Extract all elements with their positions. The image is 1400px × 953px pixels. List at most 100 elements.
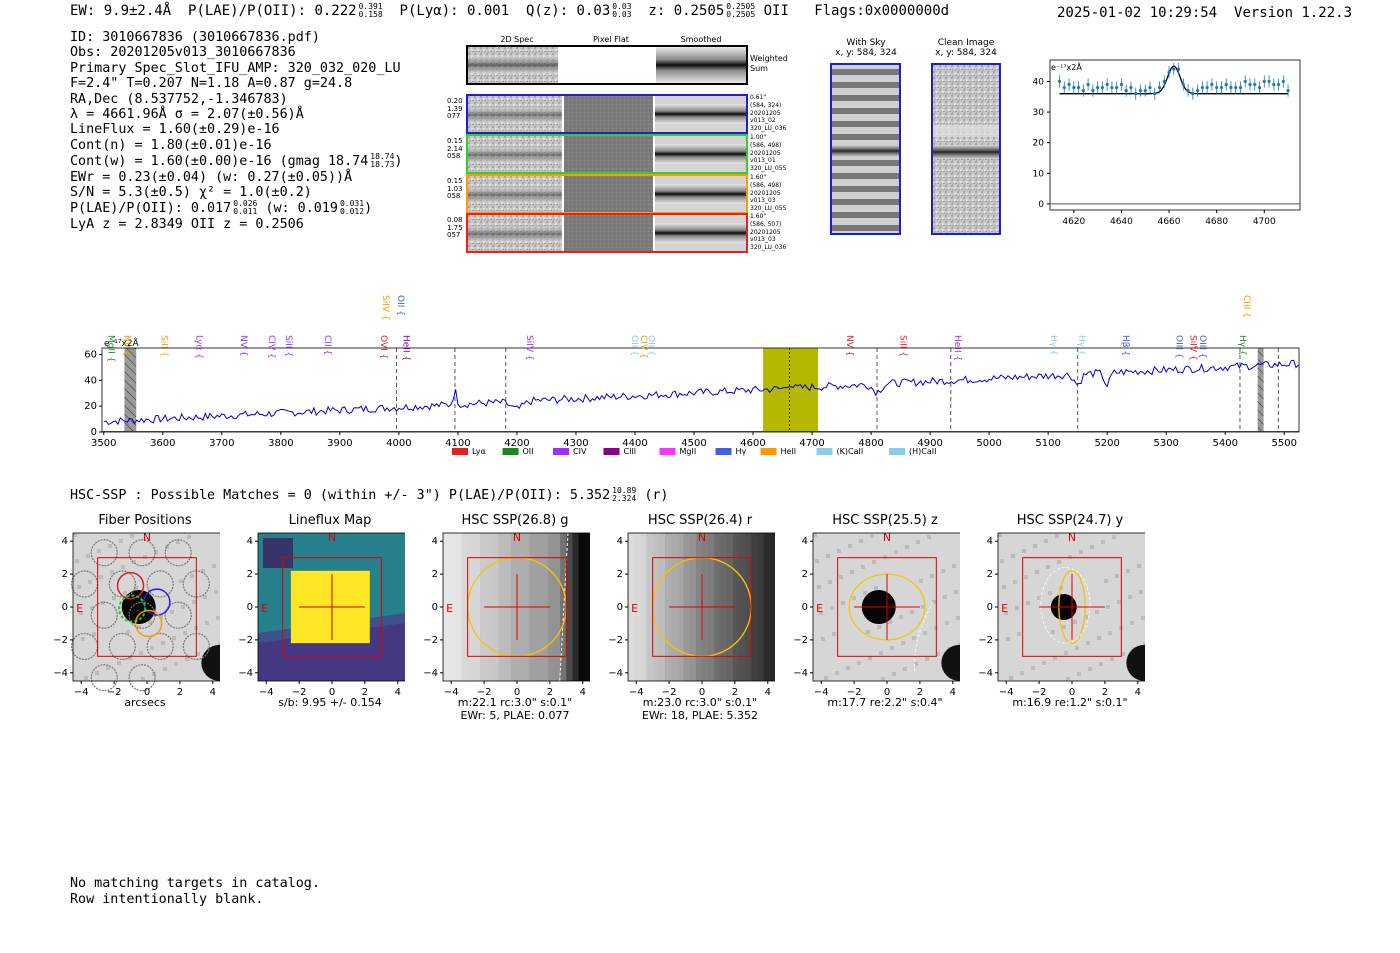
- ytick-label: 0: [62, 602, 68, 613]
- ytick-label: −4: [608, 668, 623, 679]
- xtick-label: −4: [629, 687, 644, 698]
- data-point: [1091, 89, 1095, 93]
- sky-line: [832, 121, 899, 127]
- header-plae: P(LAE)/P(OII): 0.222: [188, 3, 357, 19]
- xtick-label: 2: [732, 687, 738, 698]
- data-point: [1129, 85, 1133, 90]
- fiber: [146, 632, 174, 661]
- sky-line: [832, 95, 899, 101]
- ytick-label: −2: [53, 635, 68, 646]
- info-lya: LyA z = 2.8349 OII z = 0.2506: [70, 216, 304, 232]
- sky-line: [832, 108, 899, 114]
- emission-line-label: Hβ {: [1120, 335, 1130, 356]
- data-point: [1234, 85, 1238, 90]
- ytick-label: −4: [978, 668, 993, 679]
- xtick-label: 4: [765, 687, 771, 698]
- data-point: [1286, 89, 1290, 93]
- footer-line-1: No matching targets in catalog.: [70, 876, 320, 891]
- data-point: [1196, 89, 1200, 93]
- north-label: N: [1068, 531, 1076, 544]
- search-box: [1022, 557, 1122, 657]
- with-sky-image: [830, 63, 901, 235]
- xtick-label: 2: [177, 687, 183, 698]
- fiber: [90, 539, 118, 567]
- legend-swatch: [553, 448, 570, 455]
- stamp-col-flat: Pixel Flat: [593, 35, 629, 44]
- stamp-row-right-label: 1.60" (586, 507) 20201205 v013_03 320_LU_036: [750, 213, 787, 252]
- xtick-label: 0: [699, 687, 705, 698]
- xtick-label: −2: [1032, 687, 1047, 698]
- masked-band: [1257, 348, 1264, 432]
- data-point: [1181, 82, 1185, 87]
- ytick-label: 2: [247, 569, 253, 580]
- legend-label: CIII: [624, 447, 637, 456]
- xtick-label: 5100: [1035, 438, 1060, 449]
- fiber: [146, 570, 174, 598]
- xtick-label: 4700: [1253, 217, 1276, 227]
- ytick-label: 2: [802, 569, 808, 580]
- ytick-label: 0: [987, 602, 993, 613]
- search-box: [837, 557, 937, 657]
- info-primary: Primary Spec_Slot_IFU_AMP: 320_032_020_L…: [70, 60, 401, 76]
- unit-label: e⁻¹⁷x2Å: [1051, 61, 1082, 72]
- xtick-label: −2: [107, 687, 122, 698]
- xtick-label: −2: [847, 687, 862, 698]
- xtick-label: 3900: [327, 438, 352, 449]
- emission-line-label: OIII {: [1173, 335, 1183, 359]
- header-timestamp-version: 2025-01-02 10:29:54 Version 1.22.3: [1057, 5, 1352, 21]
- stamp-row-right-label: 0.61" (584, 324) 20201205 v013_02 320_LU_036: [750, 94, 787, 133]
- xtick-label: 4800: [858, 438, 883, 449]
- data-point: [1096, 85, 1100, 90]
- fiber-green: [118, 594, 147, 623]
- ytick-label: 0: [432, 602, 438, 613]
- data-point: [1067, 82, 1071, 87]
- cutout-footer: m:22.1 rc:3.0" s:0.1": [457, 696, 573, 709]
- xtick-label: 0: [329, 687, 335, 698]
- fiber-stamp-row: [466, 134, 748, 174]
- data-point: [1224, 82, 1228, 87]
- emission-line-label: CIV {: [266, 335, 276, 359]
- data-point: [1105, 82, 1109, 87]
- ytick-label: −2: [608, 635, 623, 646]
- xtick-label: 4: [395, 687, 401, 698]
- sky-line: [832, 173, 899, 179]
- emission-line-label: MgII {: [106, 335, 116, 362]
- cutout-footer-2: EWr: 5, PLAE: 0.077: [460, 709, 570, 722]
- xtick-label: 0: [884, 687, 890, 698]
- emission-line-label: OVI {: [378, 335, 388, 359]
- data-point: [1276, 82, 1281, 87]
- data-point: [1267, 79, 1271, 84]
- info-radec: RA,Dec (8.537752,-1.346783): [70, 91, 288, 107]
- xtick-label: −4: [444, 687, 459, 698]
- header-q: Q(z): 0.03: [525, 3, 611, 19]
- xtick-label: 4500: [681, 438, 706, 449]
- ytick-label: 4: [62, 536, 68, 547]
- emission-line-label: OIII {: [1197, 335, 1207, 359]
- legend-label: OII: [523, 447, 534, 456]
- ytick-label: −2: [423, 635, 438, 646]
- xtick-label: 2: [1102, 687, 1108, 698]
- info-sn: S/N = 5.3(±0.5) χ² = 1.0(±0.2): [70, 185, 312, 201]
- data-point: [1219, 85, 1224, 90]
- ytick-label: 10: [1033, 169, 1045, 179]
- fiber: [128, 664, 156, 692]
- ytick-label: 60: [84, 349, 97, 360]
- xtick-label: 4: [210, 687, 216, 698]
- line-fit-plot: 0 10 20 30 40 4620 4640 4660 4680 4700 e⁻¹⁷x2Å: [1033, 59, 1301, 227]
- ytick-label: 4: [247, 536, 253, 547]
- east-label: E: [76, 602, 83, 615]
- xtick-label: 5000: [976, 438, 1001, 449]
- data-point: [1257, 85, 1262, 90]
- header-ew: EW: 9.9±2.4Å: [70, 3, 172, 19]
- data-point: [1138, 89, 1143, 93]
- legend-swatch: [452, 448, 469, 455]
- xtick-label: −2: [477, 687, 492, 698]
- ytick-label: 0: [802, 602, 808, 613]
- xtick-label: 4: [1135, 687, 1141, 698]
- data-point: [1191, 92, 1195, 96]
- fiber: [108, 632, 136, 661]
- clean-image: [931, 63, 1001, 235]
- ytick-label: 0: [91, 427, 97, 438]
- plot-frame: [1049, 59, 1301, 211]
- ytick-label: −4: [53, 668, 68, 679]
